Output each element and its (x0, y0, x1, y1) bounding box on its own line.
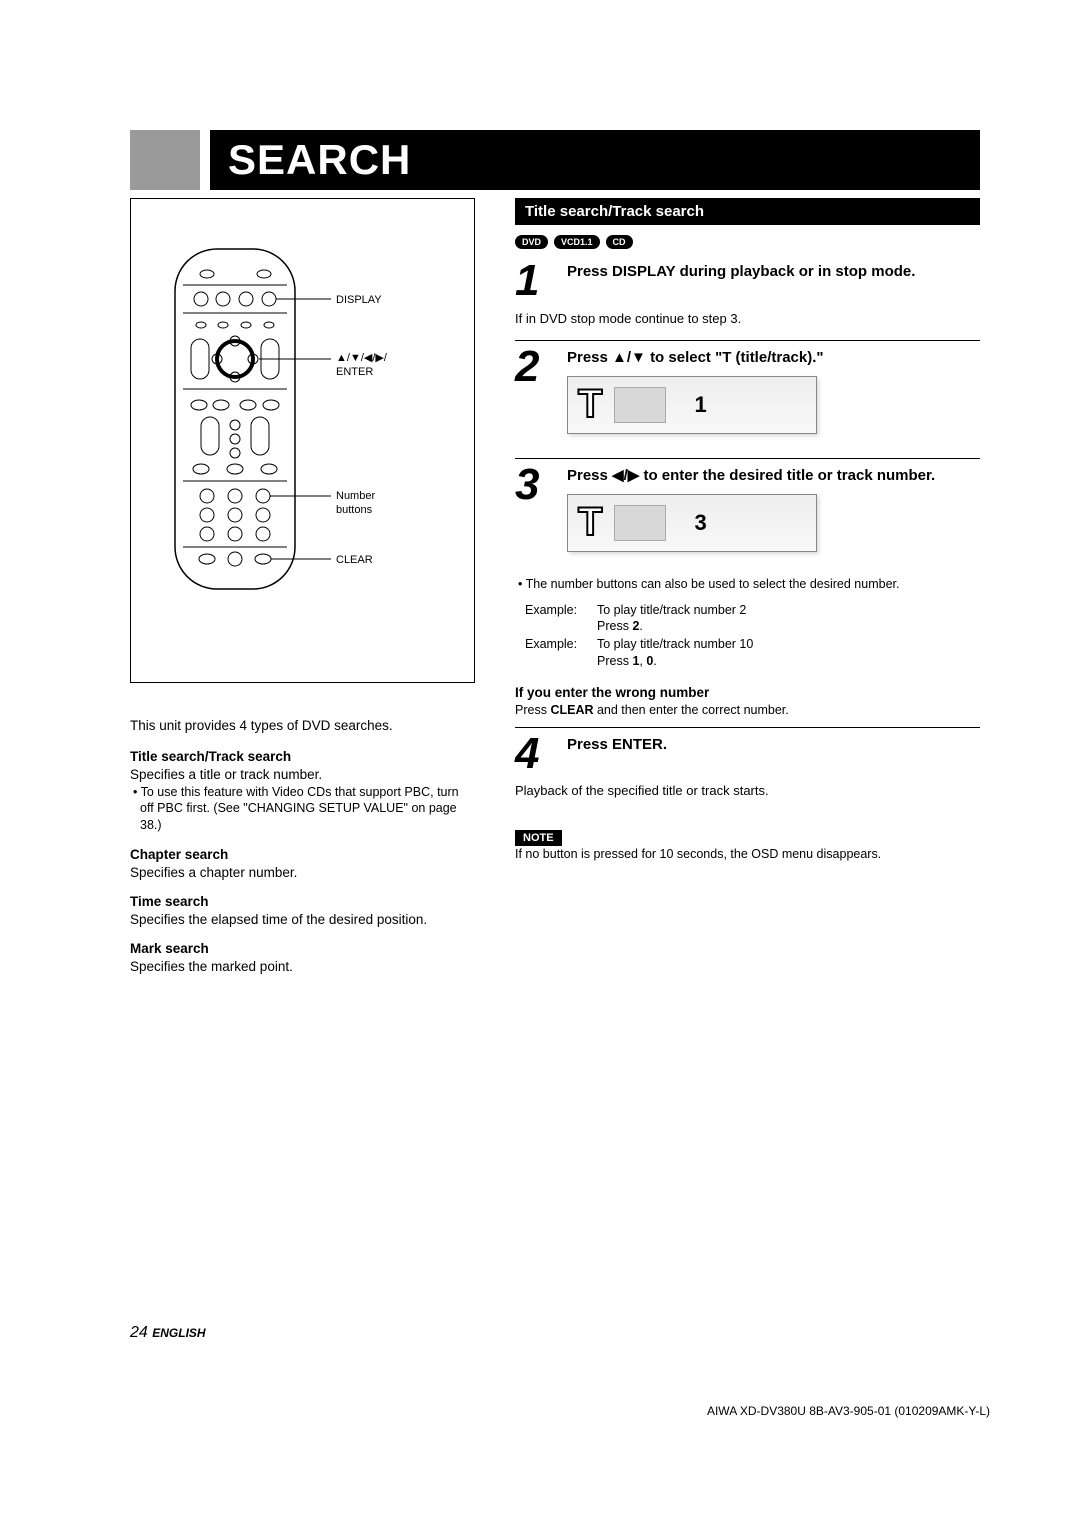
mark-search-heading: Mark search (130, 941, 475, 956)
step-1: 1 Press DISPLAY during playback or in st… (515, 255, 980, 301)
section-header: Title search/Track search (515, 198, 980, 225)
display-inset-1 (614, 387, 666, 423)
number-buttons-note: • The number buttons can also be used to… (515, 576, 980, 592)
example-1-press: Press 2. (597, 618, 746, 634)
step-4-number: 4 (515, 734, 553, 774)
page-header: SEARCH (130, 130, 980, 190)
pill-cd: CD (606, 235, 633, 249)
header-gray-block (130, 130, 200, 190)
display-t-2: T (578, 500, 602, 545)
title-search-desc: Specifies a title or track number. (130, 767, 475, 782)
step-1-sub: If in DVD stop mode continue to step 3. (515, 311, 980, 326)
example-2: Example: To play title/track number 10 P… (515, 636, 980, 669)
wrong-number-text: Press CLEAR and then enter the correct n… (515, 703, 980, 717)
step-3: 3 Press ◀/▶ to enter the desired title o… (515, 458, 980, 566)
page-number: 24 (130, 1324, 148, 1341)
title-search-heading: Title search/Track search (130, 749, 475, 764)
example-2-text: To play title/track number 10 (597, 636, 753, 652)
time-search-heading: Time search (130, 894, 475, 909)
manual-page: SEARCH (0, 0, 1080, 1528)
remote-illustration: DISPLAY ▲/▼/◀/▶/ ENTER Number buttons CL… (130, 198, 475, 683)
title-search-bullet: • To use this feature with Video CDs tha… (130, 784, 475, 833)
example-1: Example: To play title/track number 2 Pr… (515, 602, 980, 635)
right-column: Title search/Track search DVD VCD1.1 CD … (515, 190, 980, 976)
note-label: NOTE (515, 830, 562, 846)
step-4: 4 Press ENTER. (515, 727, 980, 774)
mark-search-desc: Specifies the marked point. (130, 959, 475, 974)
step-3-text: Press ◀/▶ to enter the desired title or … (567, 465, 935, 486)
step-2: 2 Press ▲/▼ to select "T (title/track)."… (515, 340, 980, 448)
callout-display: DISPLAY (336, 293, 382, 307)
display-inset-2 (614, 505, 666, 541)
step-4-sub: Playback of the specified title or track… (515, 783, 980, 798)
display-t-1: T (578, 382, 602, 427)
pill-vcd: VCD1.1 (554, 235, 600, 249)
document-code: AIWA XD-DV380U 8B-AV3-905-01 (010209AMK-… (707, 1404, 990, 1418)
step-3-number: 3 (515, 465, 553, 566)
note-text: If no button is pressed for 10 seconds, … (515, 846, 980, 863)
example-1-label: Example: (525, 602, 597, 635)
display-box-2: T 3 (567, 494, 817, 552)
display-val-1: 1 (694, 392, 706, 418)
chapter-search-heading: Chapter search (130, 847, 475, 862)
example-1-text: To play title/track number 2 (597, 602, 746, 618)
step-1-text: Press DISPLAY during playback or in stop… (567, 261, 915, 282)
step-1-number: 1 (515, 261, 553, 301)
remote-svg (131, 199, 446, 644)
callout-clear: CLEAR (336, 553, 373, 567)
format-pills: DVD VCD1.1 CD (515, 235, 980, 249)
page-language: ENGLISH (152, 1326, 205, 1340)
callout-numbers: Number buttons (336, 489, 375, 518)
page-footer: 24 ENGLISH (130, 1324, 206, 1342)
example-2-label: Example: (525, 636, 597, 669)
pill-dvd: DVD (515, 235, 548, 249)
display-val-2: 3 (694, 510, 706, 536)
time-search-desc: Specifies the elapsed time of the desire… (130, 912, 475, 927)
example-2-press: Press 1, 0. (597, 653, 753, 669)
wrong-number-heading: If you enter the wrong number (515, 685, 980, 700)
intro-text: This unit provides 4 types of DVD search… (130, 718, 475, 733)
step-2-text: Press ▲/▼ to select "T (title/track)." (567, 347, 824, 368)
left-column: DISPLAY ▲/▼/◀/▶/ ENTER Number buttons CL… (130, 190, 475, 976)
display-box-1: T 1 (567, 376, 817, 434)
step-4-text: Press ENTER. (567, 734, 667, 755)
chapter-search-desc: Specifies a chapter number. (130, 865, 475, 880)
callout-arrows: ▲/▼/◀/▶/ ENTER (336, 351, 387, 380)
page-title: SEARCH (210, 130, 980, 190)
step-2-number: 2 (515, 347, 553, 448)
